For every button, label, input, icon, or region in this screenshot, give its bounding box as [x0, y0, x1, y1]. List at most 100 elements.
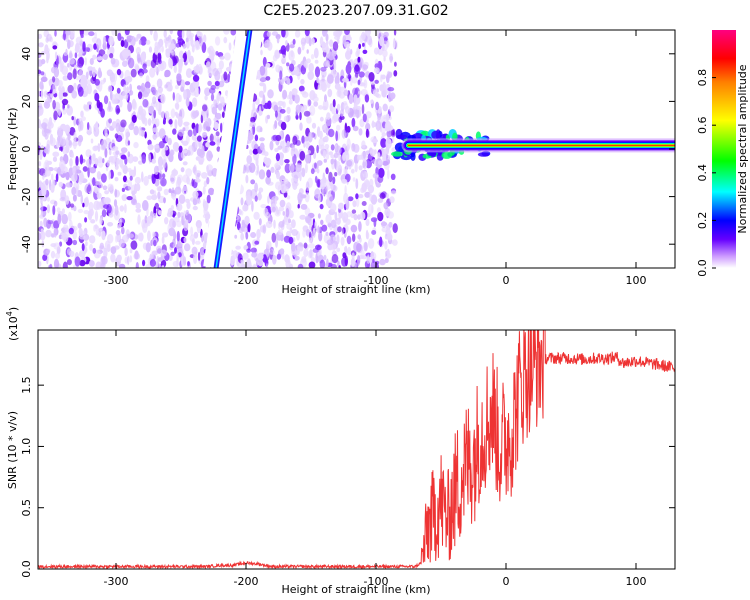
noise-blob: [313, 152, 317, 159]
noise-blob: [344, 255, 348, 267]
noise-blob: [178, 68, 182, 74]
noise-blob: [110, 57, 116, 65]
noise-blob: [370, 194, 378, 205]
y-tick-label: 0: [20, 146, 33, 153]
noise-blob: [379, 36, 385, 47]
noise-blob: [163, 188, 169, 196]
noise-blob: [315, 244, 322, 251]
noise-blob: [62, 75, 69, 81]
noise-blob: [52, 82, 57, 92]
noise-blob: [343, 89, 349, 96]
noise-blob: [246, 155, 252, 165]
colorbar-gradient: [712, 30, 736, 268]
noise-blob: [220, 122, 223, 133]
noise-blob: [153, 151, 156, 160]
noise-blob: [289, 63, 295, 72]
noise-blob: [324, 123, 329, 134]
noise-blob: [147, 139, 152, 146]
noise-blob: [82, 41, 86, 52]
noise-blob: [168, 188, 172, 193]
noise-blob: [286, 106, 291, 115]
noise-blob: [109, 70, 113, 78]
noise-blob: [167, 207, 173, 218]
noise-blob: [196, 30, 201, 37]
noise-blob: [238, 227, 244, 234]
noise-blob: [319, 36, 324, 46]
noise-blob: [121, 49, 128, 57]
noise-blob: [308, 62, 315, 73]
noise-blob: [328, 128, 335, 138]
noise-blob: [336, 124, 341, 131]
noise-blob: [120, 40, 125, 47]
noise-blob: [199, 149, 205, 159]
x-tick-label: 0: [503, 575, 510, 588]
noise-blob: [170, 177, 175, 182]
noise-blob: [304, 60, 309, 69]
noise-blob: [81, 230, 87, 235]
noise-blob: [38, 141, 41, 147]
noise-blob: [346, 47, 351, 55]
noise-blob: [187, 261, 190, 267]
noise-blob: [149, 67, 156, 78]
noise-blob: [148, 105, 155, 114]
noise-blob: [184, 81, 191, 86]
noise-blob: [192, 190, 199, 199]
noise-blob: [119, 99, 123, 108]
noise-blob: [244, 215, 250, 225]
noise-blob: [291, 88, 298, 96]
noise-blob: [269, 140, 274, 151]
noise-blob: [362, 113, 367, 123]
noise-blob: [388, 105, 395, 113]
noise-blob: [345, 63, 352, 75]
noise-blob: [126, 38, 132, 43]
noise-blob: [217, 94, 221, 100]
noise-blob: [258, 110, 263, 116]
noise-blob: [127, 167, 132, 173]
noise-blob: [301, 135, 305, 144]
noise-blob: [264, 151, 269, 157]
noise-blob: [214, 70, 221, 81]
noise-blob: [141, 171, 144, 183]
noise-blob: [258, 90, 265, 98]
noise-blob: [286, 195, 291, 200]
noise-blob: [214, 80, 220, 87]
noise-blob: [174, 186, 182, 195]
noise-blob: [383, 31, 389, 38]
noise-blob: [380, 74, 383, 83]
noise-blob: [290, 50, 294, 58]
noise-blob: [286, 223, 293, 230]
noise-blob: [389, 56, 394, 61]
noise-blob: [330, 203, 337, 213]
noise-blob: [269, 249, 275, 255]
noise-blob: [265, 211, 271, 219]
spectrogram-heatmap: [38, 30, 675, 268]
noise-blob: [200, 114, 204, 124]
noise-blob: [142, 98, 149, 108]
noise-blob: [190, 226, 194, 237]
noise-blob: [54, 30, 57, 37]
noise-blob: [69, 30, 75, 39]
noise-blob: [114, 177, 119, 182]
noise-blob: [276, 209, 280, 215]
noise-blob: [128, 123, 135, 131]
snr-y-ticks: 0.0 0.5 1.0 1.5: [20, 376, 675, 578]
noise-blob: [73, 116, 77, 126]
noise-blob: [197, 251, 201, 261]
noise-blob: [391, 135, 395, 144]
noise-blob: [258, 218, 262, 226]
noise-blob: [215, 131, 220, 137]
noise-blob: [152, 52, 158, 63]
noise-blob: [245, 163, 250, 174]
noise-blob: [299, 171, 302, 182]
noise-blob: [85, 196, 89, 207]
noise-blob: [140, 51, 147, 62]
noise-blob: [319, 203, 324, 210]
noise-blob: [75, 36, 83, 45]
noise-blob: [156, 78, 163, 89]
noise-blob: [54, 252, 61, 259]
noise-blob: [94, 224, 98, 229]
noise-blob: [38, 52, 42, 58]
noise-blob: [104, 190, 110, 195]
noise-blob: [202, 131, 208, 138]
noise-blob: [299, 112, 302, 121]
